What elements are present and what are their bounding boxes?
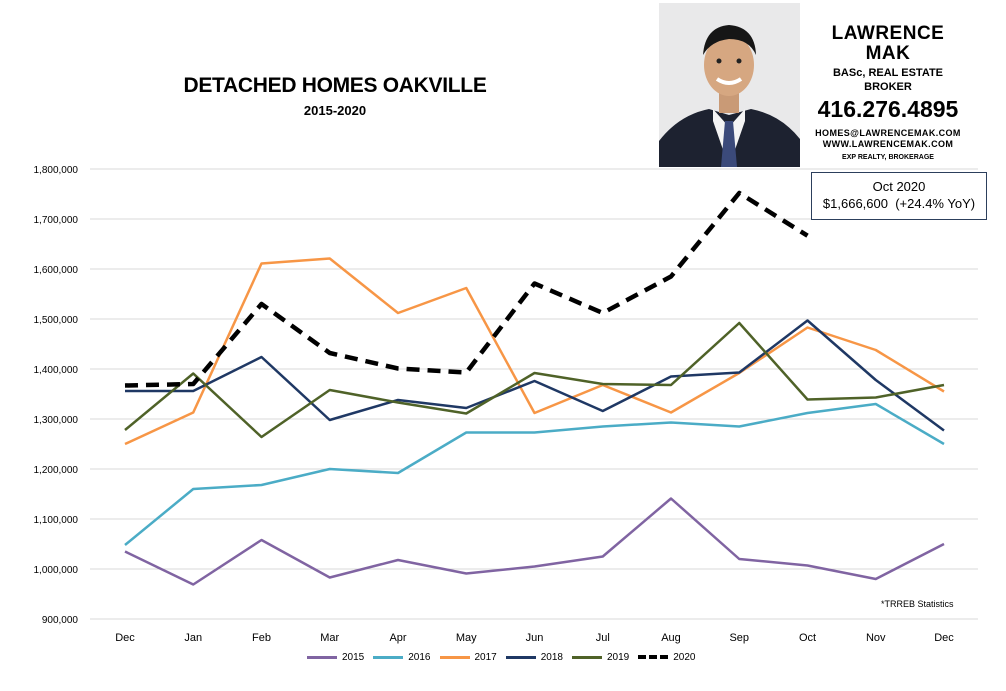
x-tick-label: Jul	[596, 632, 610, 644]
agent-credentials: BASc, REAL ESTATE BROKER	[832, 67, 944, 93]
legend-swatch	[439, 655, 470, 659]
chart-series-lines	[124, 190, 945, 586]
agent-name: LAWRENCE MAK	[831, 23, 945, 64]
legend-label: 2020	[673, 651, 696, 663]
chart-gridlines	[90, 168, 978, 620]
x-axis-tick-labels: Dec Jan Feb Mar Apr May Jun Jul Aug Sep Oct Nov Dec	[115, 632, 954, 644]
series-line-2017	[124, 257, 945, 446]
series-line-2019	[124, 321, 945, 439]
agent-phone: 416.276.4895	[817, 96, 959, 122]
y-tick-label: 1,000,000	[34, 565, 79, 576]
y-tick-label: 1,100,000	[34, 515, 79, 526]
y-tick-label: 1,400,000	[34, 365, 79, 376]
callout-value: $1,666,600 (+24.4% YoY)	[822, 196, 976, 211]
y-tick-label: 1,300,000	[34, 415, 79, 426]
legend-item-2018: 2018	[505, 651, 563, 663]
legend-item-2017: 2017	[439, 651, 497, 663]
chart-legend: 2015 2016 2017 2018 2019 2020	[307, 650, 705, 664]
x-tick-label: Apr	[389, 632, 406, 644]
x-tick-label: Jan	[184, 632, 202, 644]
y-axis-tick-labels: 900,000 1,000,000 1,100,000 1,200,000 1,300,…	[34, 165, 79, 626]
agent-photo	[659, 3, 800, 167]
legend-label: 2017	[474, 651, 497, 663]
legend-item-2019: 2019	[572, 652, 629, 663]
legend-swatch	[572, 655, 602, 659]
legend-item-2020: 2020	[638, 651, 696, 663]
series-line-2016	[124, 402, 945, 546]
legend-swatch	[505, 655, 536, 659]
series-line-2020	[124, 190, 809, 388]
agent-branding: LAWRENCE MAK BASc, REAL ESTATE BROKER 41…	[810, 23, 966, 123]
agent-contact: HOMES@LAWRENCEMAK.COM WWW.LAWRENCEMAK.CO…	[812, 128, 964, 163]
x-tick-label: Mar	[320, 632, 339, 644]
x-tick-label: Aug	[661, 632, 681, 644]
legend-label: 2016	[408, 651, 431, 663]
agent-email: HOMES@LAWRENCEMAK.COM	[815, 128, 961, 138]
legend-item-2015: 2015	[307, 652, 364, 663]
callout-date: Oct 2020	[872, 179, 926, 194]
legend-swatch	[307, 655, 337, 659]
legend-label: 2018	[540, 651, 563, 663]
x-tick-label: Jun	[526, 632, 544, 644]
x-tick-label: Sep	[729, 632, 749, 644]
x-tick-label: Oct	[799, 632, 816, 644]
x-tick-label: May	[456, 632, 477, 644]
y-tick-label: 1,500,000	[34, 315, 79, 326]
legend-label: 2019	[607, 651, 630, 663]
agent-website: WWW.LAWRENCEMAK.COM	[822, 139, 954, 149]
y-tick-label: 1,700,000	[34, 215, 79, 226]
chart-subtitle: 2015-2020	[303, 103, 367, 118]
x-tick-label: Nov	[866, 632, 886, 644]
chart-title: DETACHED HOMES OAKVILLE	[183, 74, 487, 97]
series-line-2015	[124, 497, 945, 586]
legend-label: 2015	[342, 651, 365, 663]
y-tick-label: 1,600,000	[34, 265, 79, 276]
source-footnote: *TRREB Statistics	[881, 599, 954, 609]
series-line-2018	[125, 319, 945, 432]
agent-brokerage: EXP REALTY, BROKERAGE	[842, 154, 934, 161]
legend-swatch	[373, 655, 404, 659]
x-tick-label: Feb	[252, 632, 271, 644]
y-tick-label: 1,800,000	[34, 165, 79, 176]
oct-2020-callout: Oct 2020 $1,666,600 (+24.4% YoY)	[811, 172, 987, 220]
legend-swatch	[638, 655, 669, 659]
y-tick-label: 900,000	[42, 615, 79, 626]
x-tick-label: Dec	[934, 632, 954, 644]
legend-item-2016: 2016	[373, 651, 431, 663]
y-tick-label: 1,200,000	[34, 465, 79, 476]
x-tick-label: Dec	[115, 632, 135, 644]
